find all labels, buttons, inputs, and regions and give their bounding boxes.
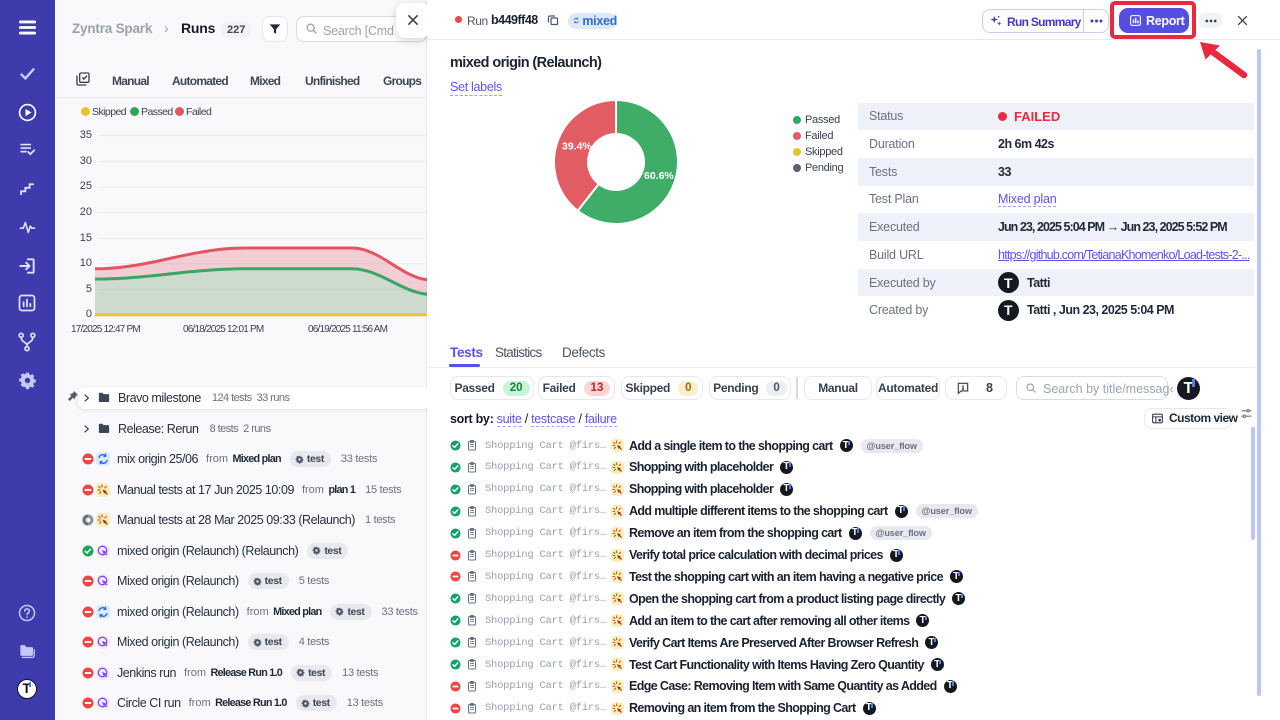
svg-text:60.6%: 60.6% — [644, 170, 674, 182]
svg-text:39.4%: 39.4% — [562, 141, 592, 153]
